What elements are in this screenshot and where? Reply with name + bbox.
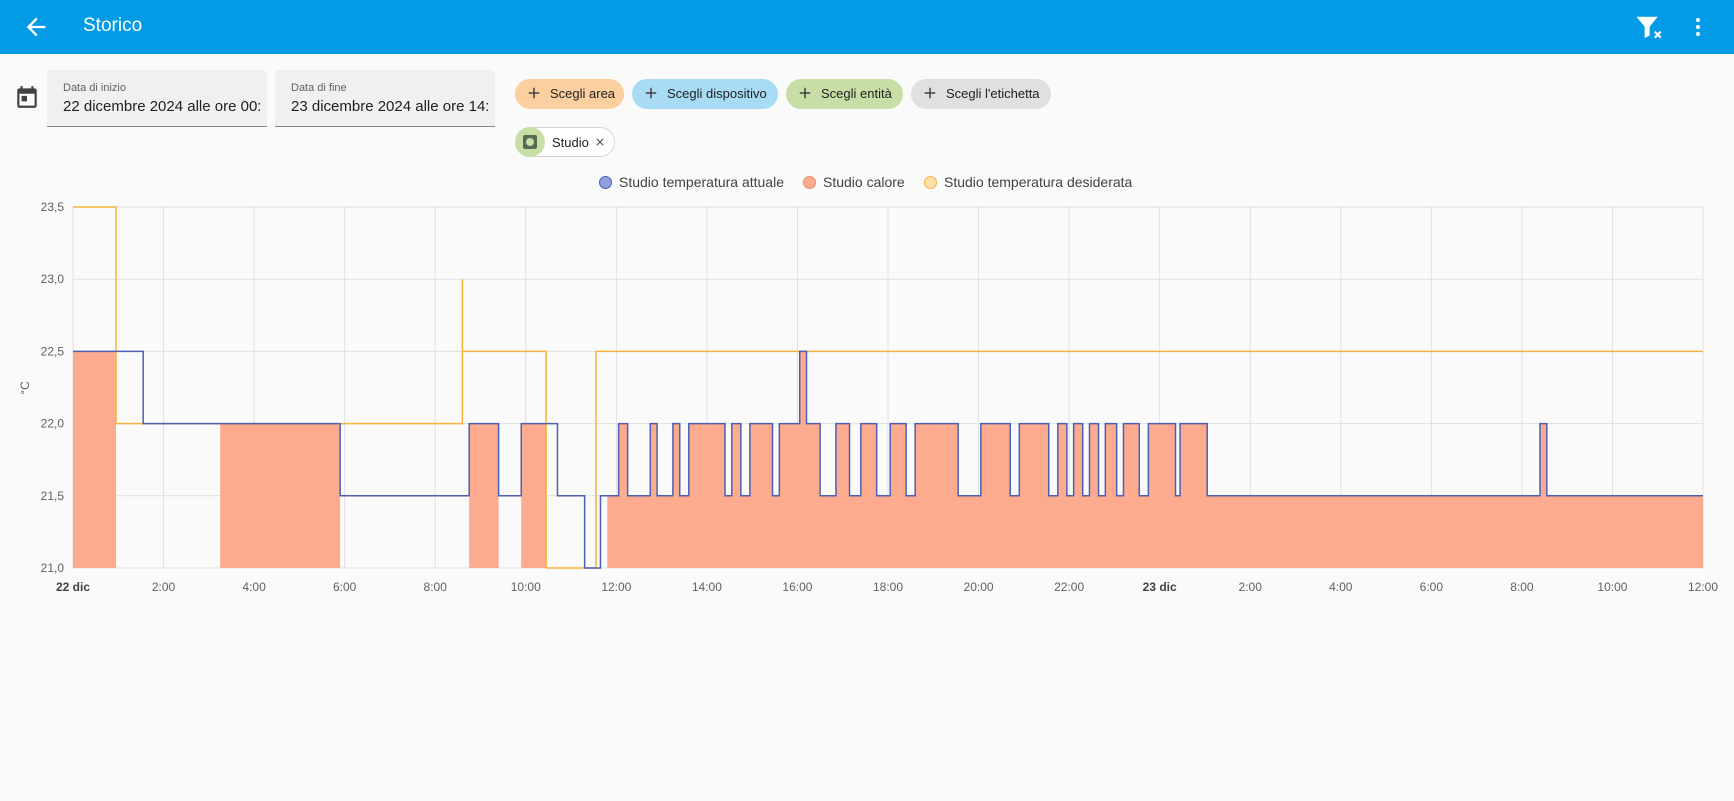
x-tick-label: 6:00 (1420, 580, 1444, 594)
legend-label: Studio calore (823, 174, 905, 190)
selected-entity-chip[interactable]: Studio (515, 127, 615, 157)
x-tick-label: 8:00 (1510, 580, 1534, 594)
x-tick-label: 4:00 (242, 580, 266, 594)
legend-label: Studio temperatura attuale (619, 174, 784, 190)
heating-area (607, 351, 1703, 568)
end-date-field[interactable]: Data di fine 23 dicembre 2024 alle ore 1… (275, 70, 495, 127)
plus-icon (645, 87, 657, 99)
y-tick-label: 23,5 (41, 200, 65, 214)
x-tick-label: 20:00 (964, 580, 994, 594)
x-tick-label: 18:00 (873, 580, 903, 594)
pick-area-chip[interactable]: Scegli area (515, 79, 624, 109)
start-date-field[interactable]: Data di inizio 22 dicembre 2024 alle ore… (47, 70, 267, 127)
start-date-label: Data di inizio (63, 82, 126, 94)
y-tick-label: 21,5 (41, 489, 65, 503)
close-icon[interactable] (594, 136, 606, 148)
dots-vertical-icon[interactable] (1686, 13, 1710, 41)
x-tick-label: 12:00 (1688, 580, 1718, 594)
pick-device-label: Scegli dispositivo (667, 86, 767, 101)
end-date-value: 23 dicembre 2024 alle ore 14: (291, 98, 490, 115)
x-tick-label: 2:00 (152, 580, 176, 594)
page-title: Storico (83, 15, 143, 36)
heating-area (73, 351, 117, 568)
x-tick-label: 10:00 (1597, 580, 1627, 594)
x-tick-label: 4:00 (1329, 580, 1353, 594)
pick-area-label: Scegli area (550, 86, 616, 101)
pick-entity-label: Scegli entità (821, 86, 892, 101)
x-tick-label: 22 dic (56, 580, 90, 594)
x-tick-label: 23 dic (1143, 580, 1177, 594)
start-date-value: 22 dicembre 2024 alle ore 00: (63, 98, 262, 115)
y-axis-label: °C (18, 381, 32, 395)
plus-icon (528, 87, 540, 99)
pick-entity-chip[interactable]: Scegli entità (786, 79, 903, 109)
pick-label-chip[interactable]: Scegli l'etichetta (911, 79, 1051, 109)
thermostat-icon (515, 127, 545, 157)
y-tick-label: 22,5 (41, 344, 65, 358)
y-tick-label: 23,0 (41, 272, 65, 286)
top-app-bar: Storico (0, 0, 1734, 54)
arrow-left-icon[interactable] (22, 13, 50, 41)
calendar-icon[interactable] (14, 84, 40, 110)
x-tick-label: 8:00 (424, 580, 448, 594)
heating-area (469, 423, 499, 568)
x-tick-label: 6:00 (333, 580, 357, 594)
legend-label: Studio temperatura desiderata (944, 174, 1133, 190)
x-tick-label: 16:00 (782, 580, 812, 594)
legend-swatch (803, 176, 816, 189)
history-chart: 21,0 21,5 22,0 22,5 23,0 23,5 22 dic 2:00 4:00 6:… (18, 200, 1718, 594)
pick-device-chip[interactable]: Scegli dispositivo (632, 79, 778, 109)
pick-label-label: Scegli l'etichetta (946, 86, 1040, 101)
y-tick-label: 21,0 (41, 561, 65, 575)
heating-area (220, 423, 341, 568)
plus-icon (924, 87, 936, 99)
selected-entity-label: Studio (552, 135, 589, 150)
x-tick-label: 14:00 (692, 580, 722, 594)
filter-remove-icon[interactable] (1634, 13, 1664, 43)
y-tick-label: 22,0 (41, 417, 65, 431)
series-line-current-temp (73, 350, 1703, 569)
legend-swatch (924, 176, 937, 189)
x-tick-label: 12:00 (601, 580, 631, 594)
x-tick-label: 2:00 (1239, 580, 1263, 594)
x-tick-label: 22:00 (1054, 580, 1084, 594)
heating-area (521, 423, 547, 568)
end-date-label: Data di fine (291, 82, 347, 94)
legend-swatch (599, 176, 612, 189)
x-tick-label: 10:00 (511, 580, 541, 594)
plus-icon (799, 87, 811, 99)
